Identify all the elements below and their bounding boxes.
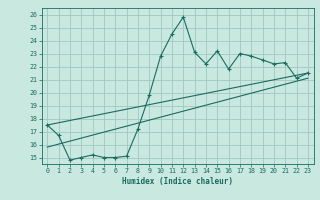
- X-axis label: Humidex (Indice chaleur): Humidex (Indice chaleur): [122, 177, 233, 186]
